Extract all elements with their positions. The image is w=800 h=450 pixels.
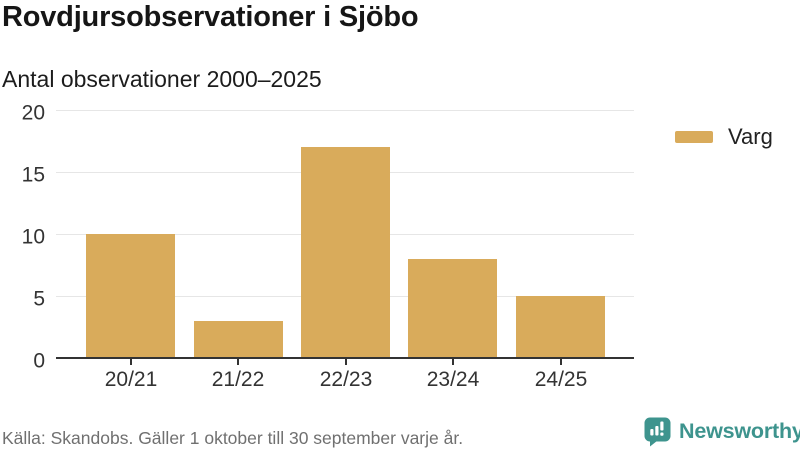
bar-24-25[interactable] (516, 296, 605, 358)
legend-item-varg[interactable]: Varg (675, 125, 773, 149)
y-tick-label-20: 20 (21, 101, 45, 125)
y-axis-labels: 20 15 10 5 0 (0, 103, 45, 372)
bar-23-24[interactable] (408, 258, 497, 358)
x-tick-mark (345, 359, 347, 365)
y-tick-label-10: 10 (21, 225, 45, 249)
source-note: Källa: Skandobs. Gäller 1 oktober till 3… (2, 428, 464, 448)
chart-title: Rovdjursobservationer i Sjöbo (2, 1, 419, 33)
legend-swatch-varg[interactable] (675, 131, 713, 143)
bar-20-21[interactable] (86, 234, 175, 358)
gridline-20 (56, 110, 634, 111)
x-tick-mark (130, 359, 132, 365)
y-tick-label-15: 15 (21, 163, 45, 187)
x-tick-label-24-25: 24/25 (534, 368, 588, 391)
y-tick-label-5: 5 (33, 287, 45, 311)
legend-label-varg[interactable]: Varg (728, 124, 773, 149)
bar-21-22[interactable] (194, 320, 283, 358)
newsworthy-logo[interactable]: Newsworthy (644, 417, 800, 447)
x-tick-mark (560, 359, 562, 365)
y-tick-label-0: 0 (33, 349, 45, 373)
x-tick-label-22-23: 22/23 (319, 368, 373, 391)
x-tick-label-23-24: 23/24 (426, 368, 480, 391)
x-tick-mark (237, 359, 239, 365)
bar-22-23[interactable] (301, 147, 390, 358)
newsworthy-wordmark[interactable]: Newsworthy (679, 419, 800, 443)
x-tick-label-20-21: 20/21 (104, 368, 158, 391)
x-axis-line (56, 357, 634, 359)
x-tick-label-21-22: 21/22 (211, 368, 265, 391)
plot-area (56, 110, 634, 359)
newsworthy-icon (644, 417, 671, 447)
chart-subtitle: Antal observationer 2000–2025 (2, 66, 322, 92)
x-tick-mark (452, 359, 454, 365)
